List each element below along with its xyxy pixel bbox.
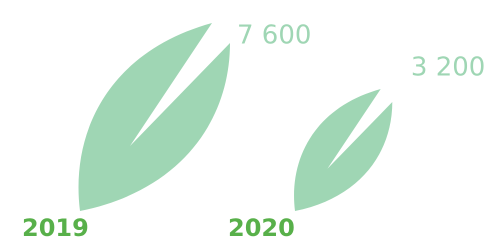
leaf <box>294 89 392 211</box>
value-label: 7 600 <box>237 21 311 51</box>
leaf <box>79 23 230 211</box>
category-label: 2020 <box>228 214 295 241</box>
category-label: 2019 <box>22 214 89 241</box>
chart: 7 600 2019 3 200 2020 <box>0 0 487 241</box>
value-label: 3 200 <box>411 52 485 82</box>
